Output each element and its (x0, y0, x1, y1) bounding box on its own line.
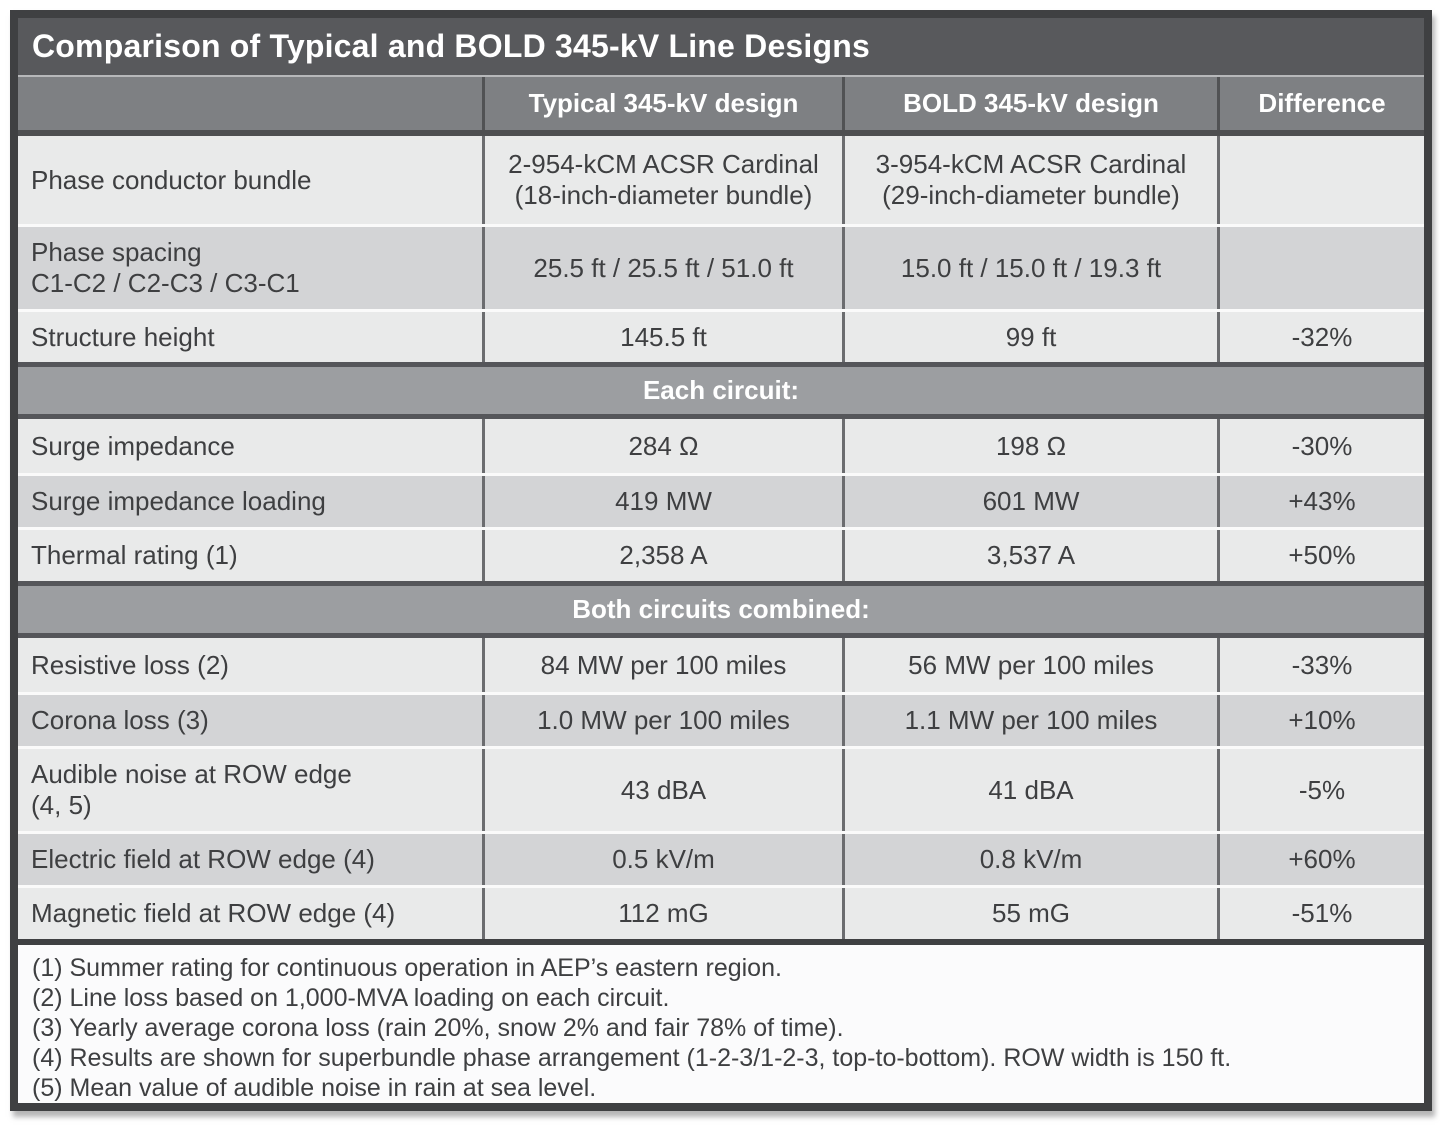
row-label-cell: Magnetic field at ROW edge (4) (18, 888, 485, 939)
difference-cell: +50% (1220, 530, 1424, 581)
table-row: Magnetic field at ROW edge (4) 112 mG 55… (18, 885, 1424, 939)
difference-cell: -5% (1220, 749, 1424, 831)
typical-value-cell: 84 MW per 100 miles (485, 638, 845, 692)
row-label-cell: Resistive loss (2) (18, 638, 485, 692)
typical-value-cell: 419 MW (485, 476, 845, 527)
typical-value-cell: 112 mG (485, 888, 845, 939)
table-row: Audible noise at ROW edge (4, 5) 43 dBA … (18, 746, 1424, 831)
difference-cell: -33% (1220, 638, 1424, 692)
footnotes-block: (1) Summer rating for continuous operati… (18, 939, 1424, 1103)
footnote: (2) Line loss based on 1,000-MVA loading… (32, 984, 670, 1012)
bold-value-cell: 0.8 kV/m (845, 834, 1220, 885)
bold-value-cell: 15.0 ft / 15.0 ft / 19.3 ft (845, 227, 1220, 309)
difference-cell: +10% (1220, 695, 1424, 746)
bold-value-cell: 99 ft (845, 312, 1220, 362)
comparison-table: Comparison of Typical and BOLD 345-kV Li… (10, 10, 1432, 1111)
difference-cell (1220, 136, 1424, 224)
difference-cell: -51% (1220, 888, 1424, 939)
footnote: (1) Summer rating for continuous operati… (32, 954, 782, 982)
bold-value-cell: 3-954-kCM ACSR Cardinal (29-inch-diamete… (845, 136, 1220, 224)
typical-value-cell: 25.5 ft / 25.5 ft / 51.0 ft (485, 227, 845, 309)
footnote: (3) Yearly average corona loss (rain 20%… (32, 1014, 844, 1042)
typical-value-cell: 2,358 A (485, 530, 845, 581)
row-label-cell: Surge impedance (18, 419, 485, 473)
table-title-bar: Comparison of Typical and BOLD 345-kV Li… (18, 18, 1424, 77)
column-header-bold: BOLD 345-kV design (845, 77, 1220, 130)
row-label-cell: Audible noise at ROW edge (4, 5) (18, 749, 485, 831)
bold-value-cell: 41 dBA (845, 749, 1220, 831)
table-row: Thermal rating (1) 2,358 A 3,537 A +50% (18, 527, 1424, 581)
table-row: Structure height 145.5 ft 99 ft -32% (18, 309, 1424, 362)
column-header-typical: Typical 345-kV design (485, 77, 845, 130)
table-row: Electric field at ROW edge (4) 0.5 kV/m … (18, 831, 1424, 885)
footnote: (4) Results are shown for superbundle ph… (32, 1044, 1232, 1072)
difference-cell: -32% (1220, 312, 1424, 362)
row-label-cell: Electric field at ROW edge (4) (18, 834, 485, 885)
row-label-cell: Surge impedance loading (18, 476, 485, 527)
table-title: Comparison of Typical and BOLD 345-kV Li… (32, 28, 871, 64)
bold-value-cell: 601 MW (845, 476, 1220, 527)
row-label-cell: Structure height (18, 312, 485, 362)
typical-value-cell: 1.0 MW per 100 miles (485, 695, 845, 746)
row-label-cell: Thermal rating (1) (18, 530, 485, 581)
bold-value-cell: 3,537 A (845, 530, 1220, 581)
bold-value-cell: 55 mG (845, 888, 1220, 939)
section-band-both-circuits: Both circuits combined: (18, 581, 1424, 638)
table-row: Corona loss (3) 1.0 MW per 100 miles 1.1… (18, 692, 1424, 746)
table-row: Surge impedance loading 419 MW 601 MW +4… (18, 473, 1424, 527)
footnote: (5) Mean value of audible noise in rain … (32, 1074, 597, 1102)
column-header-difference: Difference (1258, 88, 1386, 118)
table-row: Surge impedance 284 Ω 198 Ω -30% (18, 419, 1424, 473)
typical-value-cell: 145.5 ft (485, 312, 845, 362)
column-header-blank (18, 77, 485, 130)
typical-value-cell: 0.5 kV/m (485, 834, 845, 885)
typical-value-cell: 284 Ω (485, 419, 845, 473)
typical-value-cell: 43 dBA (485, 749, 845, 831)
difference-cell: +43% (1220, 476, 1424, 527)
typical-value-cell: 2-954-kCM ACSR Cardinal (18-inch-diamete… (485, 136, 845, 224)
bold-value-cell: 198 Ω (845, 419, 1220, 473)
difference-cell: +60% (1220, 834, 1424, 885)
column-header-row: Typical 345-kV design BOLD 345-kV design… (18, 77, 1424, 136)
bold-value-cell: 56 MW per 100 miles (845, 638, 1220, 692)
row-label-cell: Phase spacing C1-C2 / C2-C3 / C3-C1 (18, 227, 485, 309)
row-label-cell: Corona loss (3) (18, 695, 485, 746)
table-row: Phase spacing C1-C2 / C2-C3 / C3-C1 25.5… (18, 224, 1424, 309)
row-label-cell: Phase conductor bundle (18, 136, 485, 224)
bold-value-cell: 1.1 MW per 100 miles (845, 695, 1220, 746)
difference-cell (1220, 227, 1424, 309)
difference-cell: -30% (1220, 419, 1424, 473)
table-row: Phase conductor bundle 2-954-kCM ACSR Ca… (18, 136, 1424, 224)
table-row: Resistive loss (2) 84 MW per 100 miles 5… (18, 638, 1424, 692)
section-band-each-circuit: Each circuit: (18, 362, 1424, 419)
